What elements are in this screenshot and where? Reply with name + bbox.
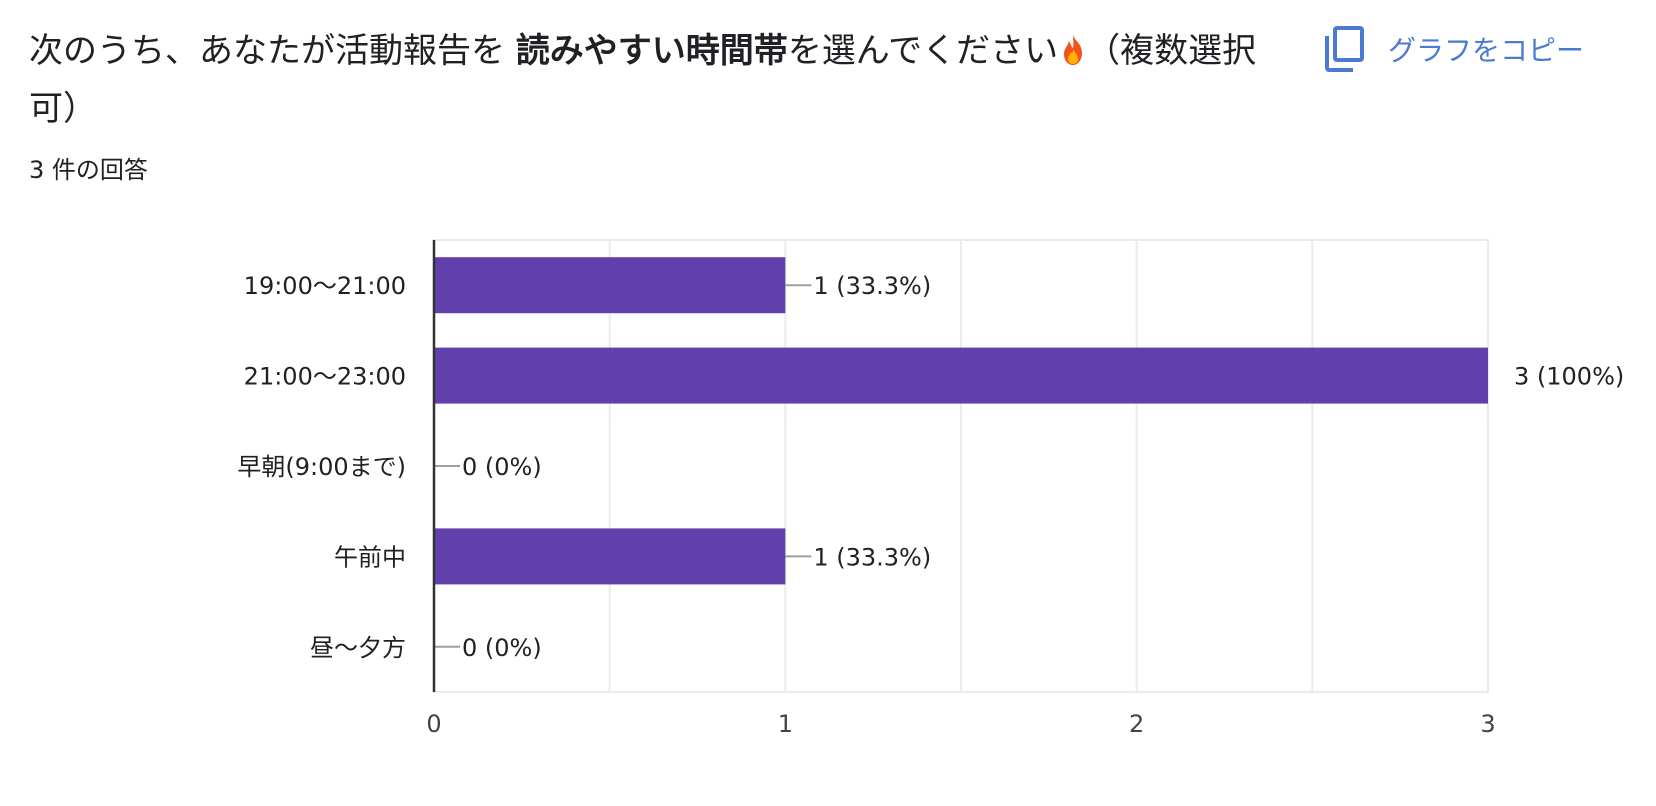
question-title-bold: 読みやすい時間帯 — [515, 31, 788, 71]
data-label: 0 (0%) — [462, 634, 542, 662]
category-label: 19:00〜21:00 — [244, 272, 406, 300]
question-title-note: （複数選択可） — [29, 31, 1257, 129]
data-label: 1 (33.3%) — [813, 272, 931, 300]
question-title-prefix: 次のうち、あなたが活動報告を — [29, 31, 516, 71]
x-tick-label: 1 — [778, 710, 793, 738]
x-tick-label: 0 — [426, 710, 441, 738]
response-count: 3 件の回答 — [29, 156, 148, 184]
category-label: 午前中 — [334, 543, 406, 571]
x-tick-label: 2 — [1129, 710, 1144, 738]
bar — [434, 347, 1488, 404]
copy-graph-button[interactable]: グラフをコピー — [1322, 24, 1584, 74]
bar — [434, 528, 786, 585]
data-label: 0 (0%) — [462, 453, 542, 481]
fire-icon — [1064, 35, 1083, 65]
category-label: 早朝(9:00まで) — [237, 453, 406, 481]
data-label: 3 (100%) — [1514, 363, 1624, 391]
copy-icon — [1325, 26, 1364, 72]
bar — [434, 257, 786, 314]
copy-graph-label: グラフをコピー — [1388, 34, 1585, 67]
category-label: 昼〜夕方 — [310, 634, 406, 662]
x-tick-label: 3 — [1480, 710, 1495, 738]
question-title-suffix: を選んでください — [787, 31, 1059, 71]
data-label: 1 (33.3%) — [813, 543, 931, 571]
category-label: 21:00〜23:00 — [244, 363, 406, 391]
question-title: 次のうち、あなたが活動報告を 読みやすい時間帯を選んでください （複数選択可） — [29, 22, 1269, 138]
